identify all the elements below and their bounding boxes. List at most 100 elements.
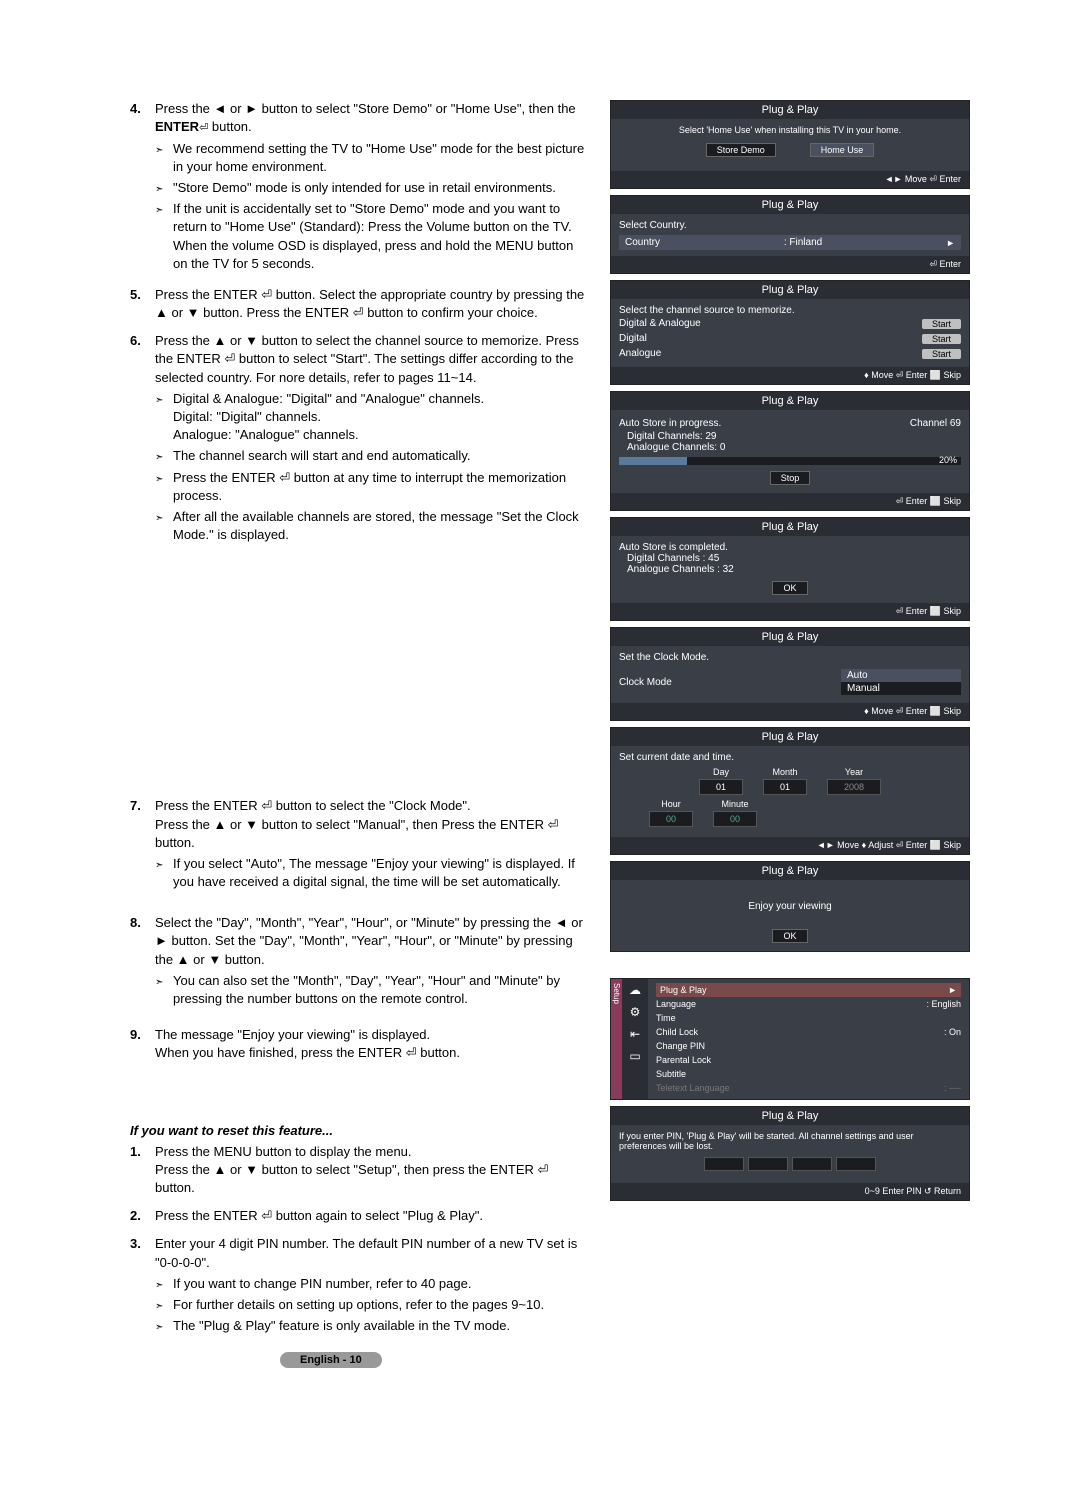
osd-footer: ◄► Move ♦ Adjust ⏎ Enter ⬜ Skip xyxy=(611,837,969,854)
reset-step-2: 2. Press the ENTER ⏎ button again to sel… xyxy=(130,1207,590,1225)
source-option[interactable]: Analogue xyxy=(619,348,661,359)
clock-manual[interactable]: Manual xyxy=(841,682,961,695)
sub-text: We recommend setting the TV to "Home Use… xyxy=(173,140,590,176)
bullet-icon xyxy=(155,855,173,891)
sub-text: For further details on setting up option… xyxy=(173,1296,590,1314)
enter-icon: ⏎ xyxy=(199,121,208,136)
gear-icon[interactable]: ⚙ xyxy=(630,1005,641,1019)
step-7: 7. Press the ENTER ⏎ button to select th… xyxy=(130,797,590,894)
setup-child-lock[interactable]: Child Lock xyxy=(656,1027,698,1037)
day-label: Day xyxy=(699,767,743,777)
osd-column: Plug & Play Select 'Home Use' when insta… xyxy=(610,100,970,1348)
setup-language-value: : English xyxy=(926,999,961,1009)
sub-text: "Store Demo" mode is only intended for u… xyxy=(173,179,590,197)
year-value[interactable]: 2008 xyxy=(827,779,881,795)
hour-value[interactable]: 00 xyxy=(649,811,693,827)
bullet-icon xyxy=(155,1317,173,1335)
reset-step-1: 1. Press the MENU button to display the … xyxy=(130,1143,590,1198)
country-value[interactable]: : Finland xyxy=(784,237,822,248)
setup-time[interactable]: Time xyxy=(656,1013,676,1023)
ok-button[interactable]: OK xyxy=(772,929,807,943)
pin-digit-1[interactable] xyxy=(704,1157,744,1171)
osd-footer: 0~9 Enter PIN ↺ Return xyxy=(611,1183,969,1200)
country-label: Country xyxy=(625,237,660,248)
bullet-icon xyxy=(155,390,173,445)
osd-panel-pin: Plug & Play If you enter PIN, 'Plug & Pl… xyxy=(610,1106,970,1201)
setup-language[interactable]: Language xyxy=(656,999,696,1009)
step-number: 4. xyxy=(130,100,155,276)
start-button[interactable]: Start xyxy=(922,349,961,359)
step-9: 9. The message "Enjoy your viewing" is d… xyxy=(130,1026,590,1062)
ok-button[interactable]: OK xyxy=(772,581,807,595)
page-number: English - 10 xyxy=(280,1352,382,1368)
bullet-icon xyxy=(155,179,173,197)
pin-digit-3[interactable] xyxy=(792,1157,832,1171)
osd-panel-setup: Setup ☁ ⚙ ⇤ ▭ Plug & Play► Language: Eng… xyxy=(610,978,970,1100)
sub-text: If you select "Auto", The message "Enjoy… xyxy=(173,855,590,891)
pin-digit-4[interactable] xyxy=(836,1157,876,1171)
step-text: The message "Enjoy your viewing" is disp… xyxy=(155,1026,590,1062)
setup-parental-lock[interactable]: Parental Lock xyxy=(656,1055,711,1065)
osd-title: Plug & Play xyxy=(611,281,969,299)
clock-auto[interactable]: Auto xyxy=(841,669,961,682)
osd-title: Plug & Play xyxy=(611,101,969,119)
start-button[interactable]: Start xyxy=(922,319,961,329)
source-option[interactable]: Digital xyxy=(619,333,647,344)
step-8: 8. Select the "Day", "Month", "Year", "H… xyxy=(130,914,590,1011)
month-value[interactable]: 01 xyxy=(763,779,807,795)
enter-label: ENTER xyxy=(155,119,199,134)
step-text: Press the ▲ or ▼ button to select the ch… xyxy=(155,333,579,384)
osd-title: Plug & Play xyxy=(611,1107,969,1125)
store-demo-button[interactable]: Store Demo xyxy=(706,143,776,157)
tv-icon[interactable]: ▭ xyxy=(629,1049,640,1063)
datetime-msg: Set current date and time. xyxy=(619,752,961,763)
analogue-count: Analogue Channels: 0 xyxy=(619,442,961,453)
step-number: 2. xyxy=(130,1207,155,1225)
osd-title: Plug & Play xyxy=(611,628,969,646)
osd-footer: ♦ Move ⏎ Enter ⬜ Skip xyxy=(611,703,969,720)
step-number: 1. xyxy=(130,1143,155,1198)
bullet-icon xyxy=(155,447,173,465)
osd-panel-home-use: Plug & Play Select 'Home Use' when insta… xyxy=(610,100,970,189)
bullet-icon xyxy=(155,508,173,544)
osd-panel-progress: Plug & Play Auto Store in progress.Chann… xyxy=(610,391,970,511)
step-number: 7. xyxy=(130,797,155,894)
sub-text: After all the available channels are sto… xyxy=(173,508,590,544)
digital-count: Digital Channels: 29 xyxy=(619,431,961,442)
day-value[interactable]: 01 xyxy=(699,779,743,795)
bullet-icon xyxy=(155,140,173,176)
chevron-right-icon[interactable]: ► xyxy=(946,238,955,248)
pin-digit-2[interactable] xyxy=(748,1157,788,1171)
enjoy-msg: Enjoy your viewing xyxy=(619,886,961,927)
input-icon[interactable]: ⇤ xyxy=(630,1027,640,1041)
step-number: 9. xyxy=(130,1026,155,1062)
osd-footer: ⏎ Enter xyxy=(611,256,969,273)
osd-title: Plug & Play xyxy=(611,392,969,410)
minute-label: Minute xyxy=(713,799,757,809)
setup-change-pin[interactable]: Change PIN xyxy=(656,1041,705,1051)
sub-text: If the unit is accidentally set to "Stor… xyxy=(173,200,590,273)
step-text-2: button. xyxy=(208,119,251,134)
osd-title: Plug & Play xyxy=(611,518,969,536)
step-number: 3. xyxy=(130,1235,155,1338)
setup-teletext: Teletext Language xyxy=(656,1083,730,1093)
hour-label: Hour xyxy=(649,799,693,809)
minute-value[interactable]: 00 xyxy=(713,811,757,827)
setup-teletext-value: : ---- xyxy=(944,1083,961,1093)
setup-subtitle[interactable]: Subtitle xyxy=(656,1069,686,1079)
sub-text: If you want to change PIN number, refer … xyxy=(173,1275,590,1293)
reset-heading: If you want to reset this feature... xyxy=(130,1123,590,1138)
reset-step-3: 3. Enter your 4 digit PIN number. The de… xyxy=(130,1235,590,1338)
osd-footer: ⏎ Enter ⬜ Skip xyxy=(611,493,969,510)
source-option[interactable]: Digital & Analogue xyxy=(619,318,701,329)
start-button[interactable]: Start xyxy=(922,334,961,344)
instruction-column: 4. Press the ◄ or ► button to select "St… xyxy=(130,100,590,1348)
osd-panel-complete: Plug & Play Auto Store is completed. Dig… xyxy=(610,517,970,621)
sub-text: Digital & Analogue: "Digital" and "Analo… xyxy=(173,390,590,445)
chevron-right-icon[interactable]: ► xyxy=(948,985,957,995)
complete-msg: Auto Store is completed. xyxy=(619,542,961,553)
home-use-button[interactable]: Home Use xyxy=(810,143,875,157)
stop-button[interactable]: Stop xyxy=(770,471,811,485)
setup-plug-play[interactable]: Plug & Play xyxy=(660,985,707,995)
progress-bar: 20% xyxy=(619,457,961,465)
